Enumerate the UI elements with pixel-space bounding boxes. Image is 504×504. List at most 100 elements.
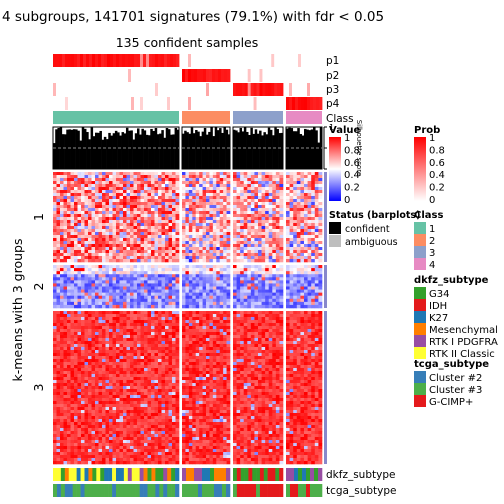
heatmap-cell: [185, 283, 190, 287]
heatmap-cell: [77, 380, 82, 384]
heatmap-cell: [275, 256, 280, 260]
heatmap-cell: [70, 223, 75, 227]
heatmap-cell: [147, 295, 152, 300]
heatmap-cell: [84, 356, 89, 360]
heatmap-cell: [311, 199, 316, 203]
heatmap-cell: [219, 295, 224, 300]
heatmap-cell: [144, 410, 148, 414]
heatmap-cell: [209, 286, 214, 290]
heatmap-cell: [133, 259, 138, 263]
heatmap-cell: [296, 184, 301, 188]
heatmap-cell: [311, 172, 316, 176]
heatmap-cell: [209, 259, 214, 263]
heatmap-cell: [304, 238, 308, 242]
heatmap-cell: [147, 193, 152, 197]
silhouette-bar: [99, 130, 102, 169]
heatmap-cell: [77, 301, 82, 306]
heatmap-cell: [126, 383, 131, 387]
heatmap-cell: [53, 362, 57, 366]
heatmap-cell: [219, 181, 224, 185]
heatmap-cell: [236, 253, 241, 257]
heatmap-cell: [165, 187, 169, 191]
heatmap-cell: [105, 253, 110, 257]
heatmap-cell: [158, 311, 162, 315]
heatmap-cell: [105, 277, 110, 281]
silhouette-bar: [141, 128, 144, 169]
heatmap-cell: [81, 232, 85, 236]
heatmap-cell: [261, 190, 266, 194]
heatmap-cell: [91, 292, 96, 297]
heatmap-cell: [126, 235, 131, 239]
heatmap-cell: [250, 214, 255, 218]
heatmap-cell: [137, 214, 141, 218]
heatmap-cell: [265, 268, 270, 272]
heatmap-cell: [300, 280, 305, 284]
heatmap-cell: [140, 181, 145, 185]
heatmap-cell: [243, 208, 248, 212]
heatmap-cell: [84, 241, 89, 245]
prob-cell: [143, 83, 147, 96]
heatmap-cell: [254, 298, 259, 303]
heatmap-cell: [81, 371, 85, 375]
heatmap-cell: [212, 250, 217, 254]
heatmap-cell: [199, 190, 203, 194]
heatmap-cell: [109, 211, 113, 215]
heatmap-cell: [95, 292, 99, 297]
heatmap-cell: [304, 259, 308, 263]
heatmap-cell: [236, 187, 241, 191]
heatmap-cell: [258, 280, 262, 284]
heatmap-cell: [77, 365, 82, 369]
heatmap-cell: [147, 383, 152, 387]
heatmap-cell: [206, 181, 210, 185]
heatmap-cell: [140, 211, 145, 215]
heatmap-cell: [126, 407, 131, 411]
heatmap-cell: [105, 208, 110, 212]
heatmap-cell: [219, 217, 224, 221]
heatmap-cell: [226, 211, 231, 215]
silhouette-bar: [121, 132, 125, 169]
heatmap-cell: [116, 265, 120, 269]
heatmap-cell: [158, 350, 162, 354]
heatmap-cell: [158, 401, 162, 405]
heatmap-cell: [98, 271, 103, 275]
heatmap-cell: [123, 277, 127, 281]
heatmap-cell: [81, 365, 85, 369]
heatmap-cell: [254, 289, 259, 293]
heatmap-cell: [300, 205, 305, 209]
heatmap-cell: [119, 247, 124, 251]
heatmap-cell: [165, 214, 169, 218]
heatmap-cell: [161, 371, 166, 375]
heatmap-cell: [56, 386, 61, 390]
heatmap-cell: [161, 301, 166, 306]
class-cell: [233, 111, 283, 124]
heatmap-cell: [105, 229, 110, 233]
prob-cell: [238, 69, 243, 82]
heatmap-cell: [300, 232, 305, 236]
heatmap-cell: [147, 311, 152, 315]
heatmap-cell: [161, 280, 166, 284]
heatmap-cell: [161, 181, 166, 185]
heatmap-cell: [112, 244, 117, 248]
heatmap-cell: [226, 304, 231, 309]
silhouette-bar: [88, 139, 91, 169]
prob-cell: [221, 97, 225, 110]
heatmap-cell: [130, 232, 134, 236]
heatmap-cell: [105, 395, 110, 399]
heatmap-cell: [74, 323, 78, 327]
silhouette-bar: [167, 129, 171, 169]
heatmap-cell: [154, 196, 159, 200]
heatmap-cell: [116, 317, 120, 321]
heatmap-cell: [216, 289, 221, 293]
heatmap-cell: [265, 223, 270, 227]
prob-cell: [176, 83, 180, 96]
heatmap-cell: [151, 253, 155, 257]
heatmap-cell: [165, 362, 169, 366]
heatmap-cell: [95, 199, 99, 203]
heatmap-cell: [161, 286, 166, 290]
heatmap-cell: [250, 172, 255, 176]
heatmap-cell: [300, 247, 305, 251]
prob-cell: [128, 69, 132, 82]
heatmap-cell: [123, 196, 127, 200]
heatmap-cell: [60, 211, 64, 215]
heatmap-cell: [112, 341, 117, 345]
